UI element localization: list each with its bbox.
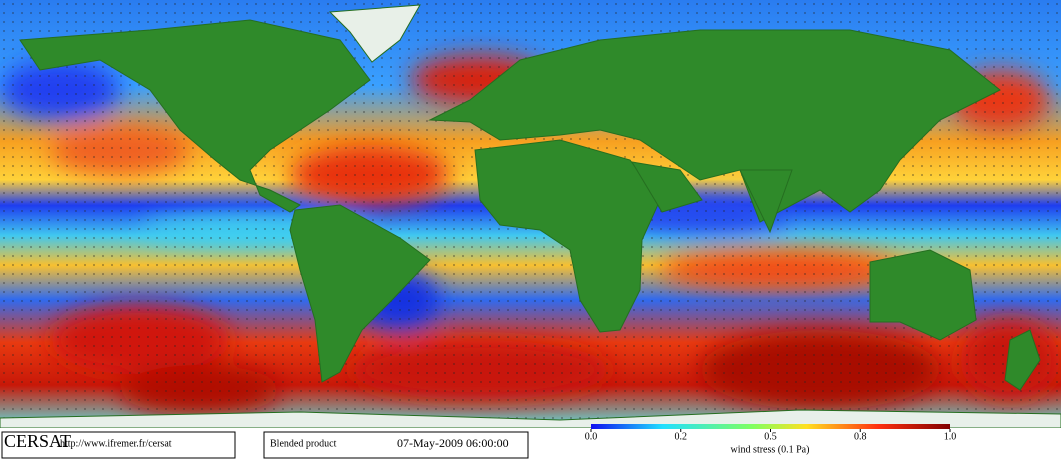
url: http://www.ifremer.fr/cersat xyxy=(60,438,172,449)
australia xyxy=(869,249,977,341)
colorbar-tick-label: 0.0 xyxy=(585,431,598,442)
north-america xyxy=(19,19,371,213)
india xyxy=(739,169,793,234)
logo-box xyxy=(1,431,236,459)
colorbar-tick-label: 0.2 xyxy=(675,431,688,442)
logo: CERSAT xyxy=(4,431,71,451)
eurasia xyxy=(428,29,1001,223)
new-zealand xyxy=(1004,329,1041,391)
colorbar-tick-label: 0.5 xyxy=(764,431,777,442)
timestamp: 07-May-2009 06:00:00 xyxy=(397,436,509,450)
land xyxy=(0,4,1061,429)
colorbar-label: wind stress (0.1 Pa) xyxy=(731,444,810,455)
colorbar-tick-label: 0.8 xyxy=(854,431,867,442)
colorbar xyxy=(591,424,950,429)
arabia xyxy=(631,161,703,213)
info-box xyxy=(263,431,529,459)
south-america xyxy=(289,204,431,383)
colorbar-tick-label: 1.0 xyxy=(944,431,957,442)
product: Blended product xyxy=(270,438,337,449)
greenland xyxy=(328,4,421,63)
